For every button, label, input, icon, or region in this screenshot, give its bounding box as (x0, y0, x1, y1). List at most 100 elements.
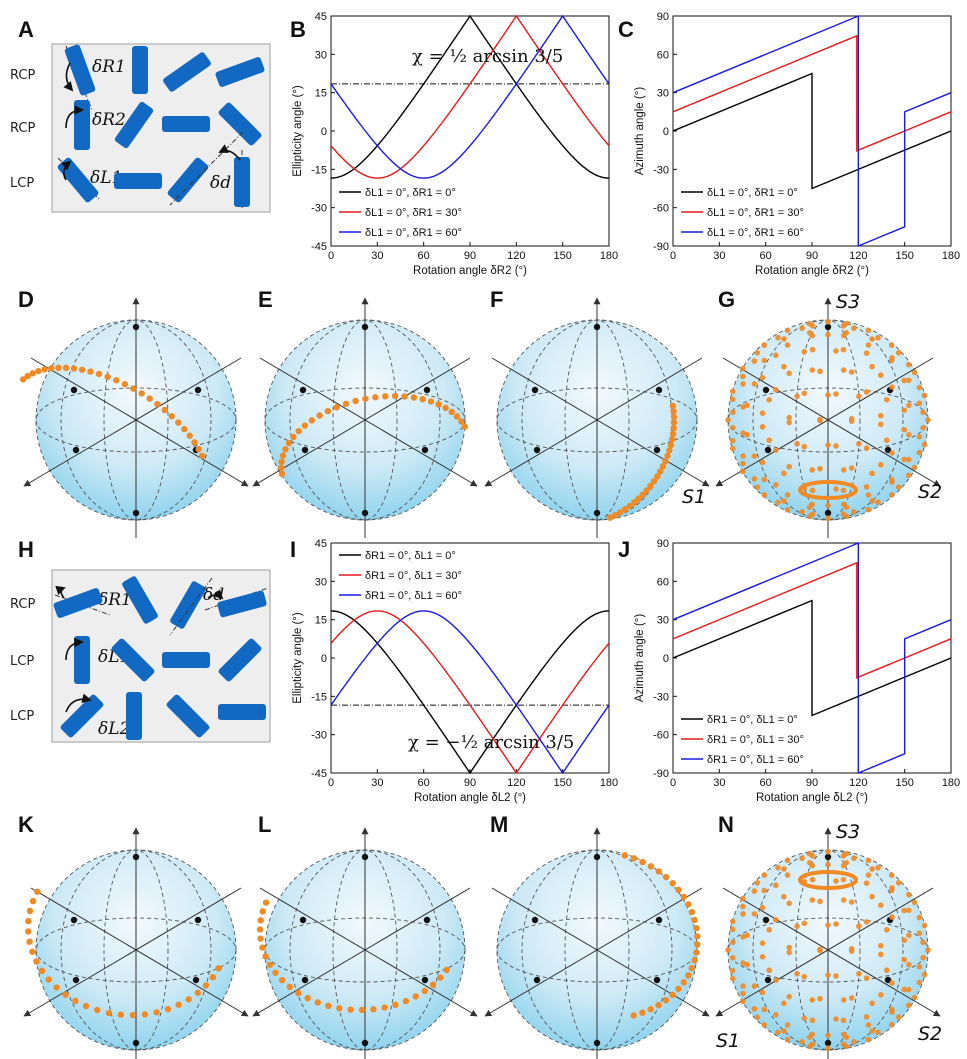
sphere-n-shell-dot (773, 1011, 779, 1018)
sphere-n-shell-dot (806, 850, 813, 857)
sphere-f-reference-point (593, 323, 601, 331)
sphere-l-trajectory-dot (402, 997, 410, 1005)
sphere-g-shell-dot (759, 459, 766, 466)
sphere-n-shell-dot (916, 914, 923, 921)
sphere-k-trajectory-dot (209, 973, 217, 981)
schematic-h-rod (111, 638, 155, 682)
schematic-h-rod (74, 636, 90, 684)
chart-i-y-tick-label: -15 (311, 691, 327, 703)
chart-b-x-tick-label: 60 (418, 250, 430, 262)
sphere-d-trajectory-dot (154, 400, 161, 408)
sphere-m-trajectory-dot (693, 949, 700, 956)
sphere-g-shell-dot (781, 498, 787, 504)
sphere-n-shell-dot (759, 954, 766, 960)
sphere-n-shell-dot (905, 1002, 912, 1009)
sphere-d-trajectory-dot (130, 385, 137, 392)
sphere-l-trajectory-dot (370, 1006, 377, 1013)
sphere-n-reference-point (762, 916, 770, 924)
sphere-g-shell-dot (865, 342, 872, 348)
chart-b-legend-label: δL1 = 0°, δR1 = 30° (365, 207, 462, 219)
chart-i-series-line (330, 610, 610, 775)
sphere-k-reference-point (132, 1039, 140, 1047)
chart-i-y-tick-label: 30 (315, 576, 327, 588)
sphere-n-shell-dot (766, 926, 773, 933)
panel-letter-h: H (18, 537, 34, 562)
sphere-n-shell-dot (888, 1022, 895, 1028)
schematic-a-rod (64, 44, 96, 96)
sphere-f-trajectory-dot (670, 413, 678, 421)
sphere-n-shell-dot (825, 972, 831, 978)
sphere-g-shell-dot (833, 486, 839, 492)
sphere-k-trajectory-dot (34, 888, 41, 895)
sphere-g-shell-dot (851, 508, 857, 515)
sphere-n-shell-dot (817, 946, 823, 953)
sphere-d (19, 297, 249, 538)
sphere-l-trajectory-dot (325, 1002, 332, 1010)
sphere-m-trajectory-dot (691, 916, 698, 924)
chart-j-y-tick-label: -90 (653, 768, 669, 780)
sphere-n-shell-dot (851, 1038, 857, 1045)
sphere-g-shell-dot (878, 372, 884, 378)
sphere-n-shell-dot (878, 942, 884, 949)
sphere-f-trajectory-dot (667, 441, 675, 449)
chart-c-y-tick-label: 30 (657, 88, 669, 100)
sphere-d-trajectory-dot (104, 373, 111, 381)
schematic-a-rotation-arrow (65, 105, 84, 129)
chart-b-x-tick-label: 180 (600, 250, 618, 262)
chart-j-y-tick-label: 0 (663, 653, 669, 665)
schematic-h-rod (53, 588, 103, 618)
sphere-d-trajectory-dot (138, 390, 145, 397)
schematic-a-label-rcp-1: RCP (10, 68, 35, 83)
panel-letter-j: J (618, 537, 630, 562)
sphere-n-shell-dot (766, 967, 773, 974)
sphere-k-trajectory-dot (25, 928, 32, 935)
sphere-n-shell-dot (781, 1000, 787, 1007)
chart-c-series-line (672, 14, 952, 248)
chart-i-x-tick-label: 120 (507, 777, 525, 789)
sphere-l-trajectory-dot (314, 999, 321, 1006)
sphere-m-trajectory-dot (639, 1009, 646, 1016)
chart-c-series-line (672, 34, 952, 152)
sphere-m-reference-point (593, 853, 601, 861)
sphere-g-shell-dot (766, 396, 773, 403)
sphere-n-shell-dot (920, 939, 926, 946)
sphere-n-shell-dot (833, 973, 839, 979)
sphere-d-trajectory-dot (95, 370, 103, 378)
chart-j-y-axis-label: Azimuth angle (°) (634, 614, 646, 702)
schematic-h-label-lcp-1: LCP (10, 654, 34, 669)
sphere-n-shell-dot (889, 980, 895, 986)
sphere-g-shell-dot (729, 437, 736, 444)
schematic-h-delta-l2: δL2 (98, 719, 130, 739)
sphere-m-trajectory-dot (647, 1006, 654, 1013)
sphere-n-shell-dot (729, 926, 736, 933)
sphere-l-trajectory-dot (412, 993, 419, 1000)
chart-j-x-tick-label: 60 (760, 777, 772, 789)
sphere-g-shell-dot (851, 325, 857, 332)
sphere-e-reference-point (361, 323, 369, 331)
sphere-g-shell-dot (825, 318, 831, 325)
sphere-g-shell-dot (875, 334, 881, 341)
chart-i-y-tick-label: 0 (321, 653, 327, 665)
sphere-m-trajectory-dot (675, 886, 682, 894)
sphere-f-trajectory-dot (626, 502, 633, 510)
panel-letter-l: L (258, 812, 271, 837)
sphere-k-trajectory-dot (215, 965, 222, 972)
sphere-g-shell-dot (786, 419, 792, 426)
sphere-g-shell-dot (773, 386, 779, 393)
chart-c-legend-label: δL1 = 0°, δR1 = 0° (707, 187, 798, 199)
sphere-g-shell-dot (801, 443, 808, 450)
sphere-g-shell-dot (863, 389, 870, 395)
sphere-n-shell-dot (729, 967, 736, 974)
sphere-e-reference-point (301, 446, 309, 454)
sphere-d-trajectory-dot (78, 366, 86, 373)
sphere-e-trajectory-dot (391, 392, 399, 400)
sphere-g-shell-dot (729, 396, 736, 403)
sphere-e-trajectory-dot (352, 397, 359, 405)
sphere-d-trajectory-dot (195, 445, 202, 453)
sphere-n-shell-dot (801, 973, 808, 980)
sphere-g-shell-dot (833, 348, 839, 354)
sphere-m-trajectory-dot (675, 985, 682, 993)
chart-j-y-tick-label: 30 (657, 615, 669, 627)
sphere-g-shell-dot (889, 479, 895, 485)
sphere-n-shell-dot (784, 857, 791, 864)
